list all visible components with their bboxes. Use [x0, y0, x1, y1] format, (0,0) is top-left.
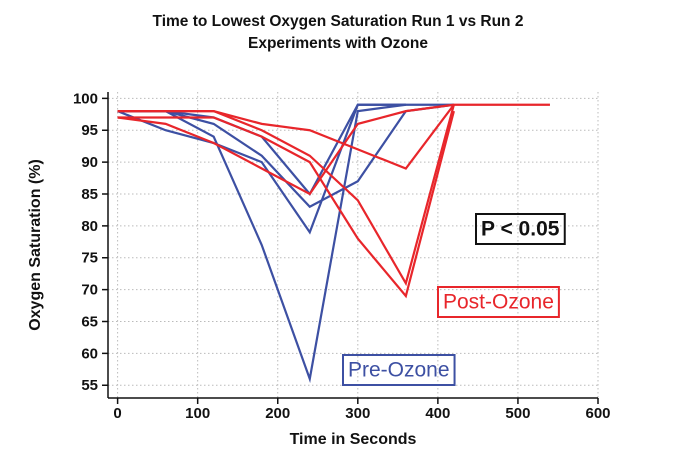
chart-subtitle: Experiments with Ozone	[248, 35, 428, 52]
series-line	[117, 104, 455, 287]
annotation: Pre-Ozone	[348, 359, 450, 382]
annotation-box	[342, 354, 456, 386]
x-axis-label: Time in Seconds	[290, 431, 417, 448]
annotation-box	[475, 213, 566, 245]
y-tick-label: 75	[81, 250, 98, 267]
y-tick-label: 90	[81, 154, 98, 171]
y-tick-label: 70	[81, 282, 98, 299]
series-line	[117, 103, 455, 209]
x-tick-label: 0	[113, 405, 121, 422]
chart-title: Time to Lowest Oxygen Saturation Run 1 v…	[153, 13, 524, 30]
annotation: Post-Ozone	[443, 291, 554, 314]
annotation: P < 0.05	[481, 218, 560, 241]
y-tick-label: 60	[81, 345, 98, 362]
series-line	[117, 103, 454, 384]
x-tick-label: 100	[185, 405, 210, 422]
x-tick-label: 600	[585, 405, 610, 422]
x-tick-label: 500	[505, 405, 530, 422]
y-tick-label: 65	[81, 313, 98, 330]
y-tick-label: 80	[81, 218, 98, 235]
annotation-box	[437, 286, 560, 318]
series-line	[117, 103, 550, 196]
x-tick-label: 400	[425, 405, 450, 422]
x-tick-label: 300	[345, 405, 370, 422]
y-axis-label: Oxygen Saturation (%)	[27, 159, 44, 331]
x-tick-label: 200	[265, 405, 290, 422]
y-tick-label: 85	[81, 186, 98, 203]
series-line	[117, 110, 455, 299]
y-tick-label: 95	[81, 122, 98, 139]
y-tick-label: 55	[81, 377, 98, 394]
y-tick-label: 100	[73, 90, 98, 107]
